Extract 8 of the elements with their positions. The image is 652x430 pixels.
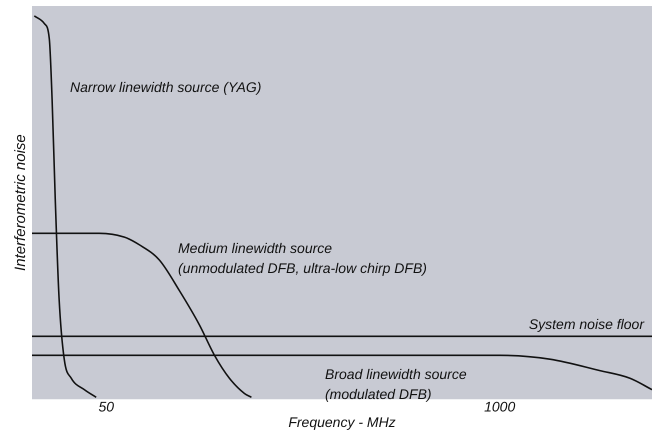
x-axis-title: Frequency - MHz [288,414,396,430]
y-axis-title: Interferometric noise [12,134,30,271]
x-tick-label: 1000 [484,398,516,414]
series-label: Narrow linewidth source (YAG) [70,78,262,95]
series-label: Medium linewidth source (unmodulated DFB, ultra-low chirp DFB) [178,240,427,276]
ref-line-label: System noise floor [528,316,646,332]
x-tick-label: 50 [98,398,114,414]
series-label: Broad linewidth source (modulated DFB) [325,366,467,402]
